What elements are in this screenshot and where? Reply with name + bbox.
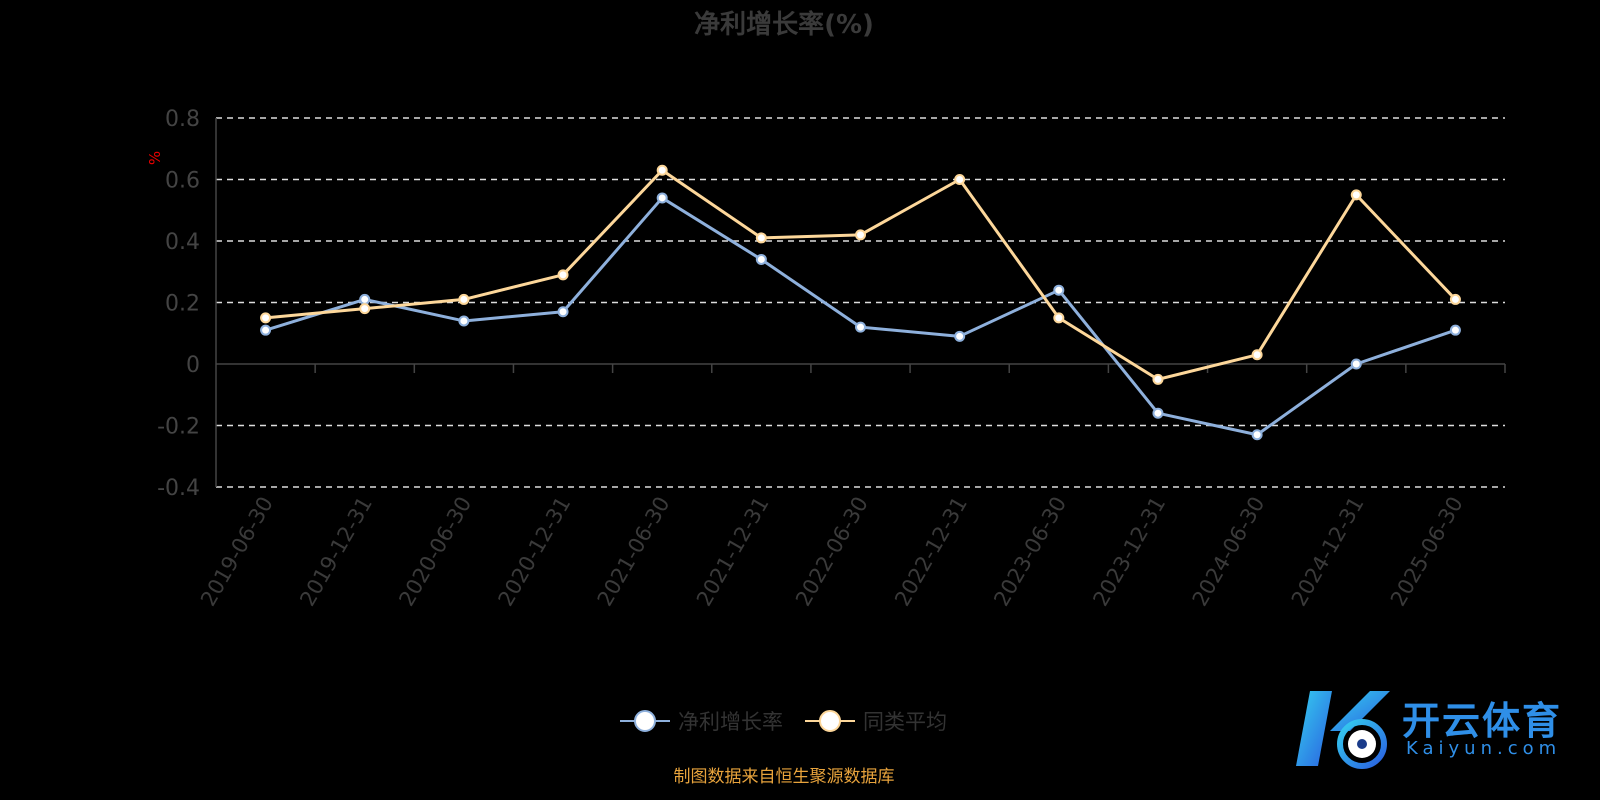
legend-label: 同类平均 [863,710,947,734]
data-point-0 [1449,324,1461,336]
data-point-1 [458,293,470,305]
data-point-1 [755,232,767,244]
y-tick-label: -0.2 [157,415,200,440]
kaiyun-logo: 开云体育 Kaiyun.com [1290,686,1590,776]
data-point-0 [855,321,866,333]
x-tick-label: 2022-06-30 [791,493,873,611]
y-tick-label: 0.4 [165,230,200,255]
data-point-0 [1053,284,1065,296]
x-tick-label: 2019-12-31 [295,493,377,611]
series-line-1 [265,168,1457,381]
y-tick-label: 0.8 [165,107,200,132]
legend-label: 净利增长率 [678,710,783,734]
data-point-1 [1053,312,1065,324]
data-point-0 [458,315,470,327]
data-point-1 [1350,189,1362,201]
data-point-0 [656,192,668,204]
data-point-1 [855,229,866,241]
x-tick-label: 2023-12-31 [1088,493,1170,611]
legend-item-series-1[interactable]: 同类平均 [805,706,947,736]
data-point-0 [359,293,371,305]
legend: 净利增长率 同类平均 [620,706,947,736]
y-tick-label: 0.2 [165,292,200,317]
x-tick-label: 2023-06-30 [989,493,1071,611]
x-tick-label: 2024-12-31 [1287,493,1369,611]
y-tick-label: 0 [186,353,200,378]
logo-k-icon [1296,691,1390,769]
x-tick-label: 2022-12-31 [890,492,972,610]
data-point-1 [954,174,966,185]
x-tick-label: 2020-06-30 [394,493,476,611]
legend-item-series-0[interactable]: 净利增长率 [620,706,783,736]
data-point-0 [1152,407,1164,419]
data-point-0 [557,306,569,318]
data-point-1 [656,164,668,176]
data-point-1 [557,269,569,281]
x-tick-label: 2020-12-31 [494,493,576,611]
data-point-1 [260,312,272,324]
x-tick-label: 2021-06-30 [593,493,675,611]
data-point-1 [1449,293,1461,305]
data-point-0 [954,330,966,342]
data-point-0 [1350,358,1362,370]
y-axis-label: % [146,151,164,165]
logo-text-en: Kaiyun.com [1406,738,1562,759]
y-tick-label: 0.6 [165,169,200,194]
legend-marker-icon [620,710,670,732]
data-point-0 [1251,429,1263,441]
data-point-1 [1152,373,1164,385]
source-note: 制图数据来自恒生聚源数据库 [673,767,895,787]
legend-marker-icon [805,710,855,732]
x-tick-label: 2024-06-30 [1188,493,1270,611]
chart-title: 净利增长率(%) [694,10,874,40]
x-tick-label: 2019-06-30 [196,493,278,611]
data-point-0 [260,324,272,336]
x-tick-label: 2025-06-30 [1386,493,1468,611]
data-point-1 [359,303,371,315]
logo-text-cn: 开云体育 [1402,699,1563,743]
y-tick-label: -0.4 [157,476,200,501]
data-point-1 [1251,349,1263,361]
x-tick-label: 2021-12-31 [692,493,774,611]
data-point-0 [755,253,767,265]
